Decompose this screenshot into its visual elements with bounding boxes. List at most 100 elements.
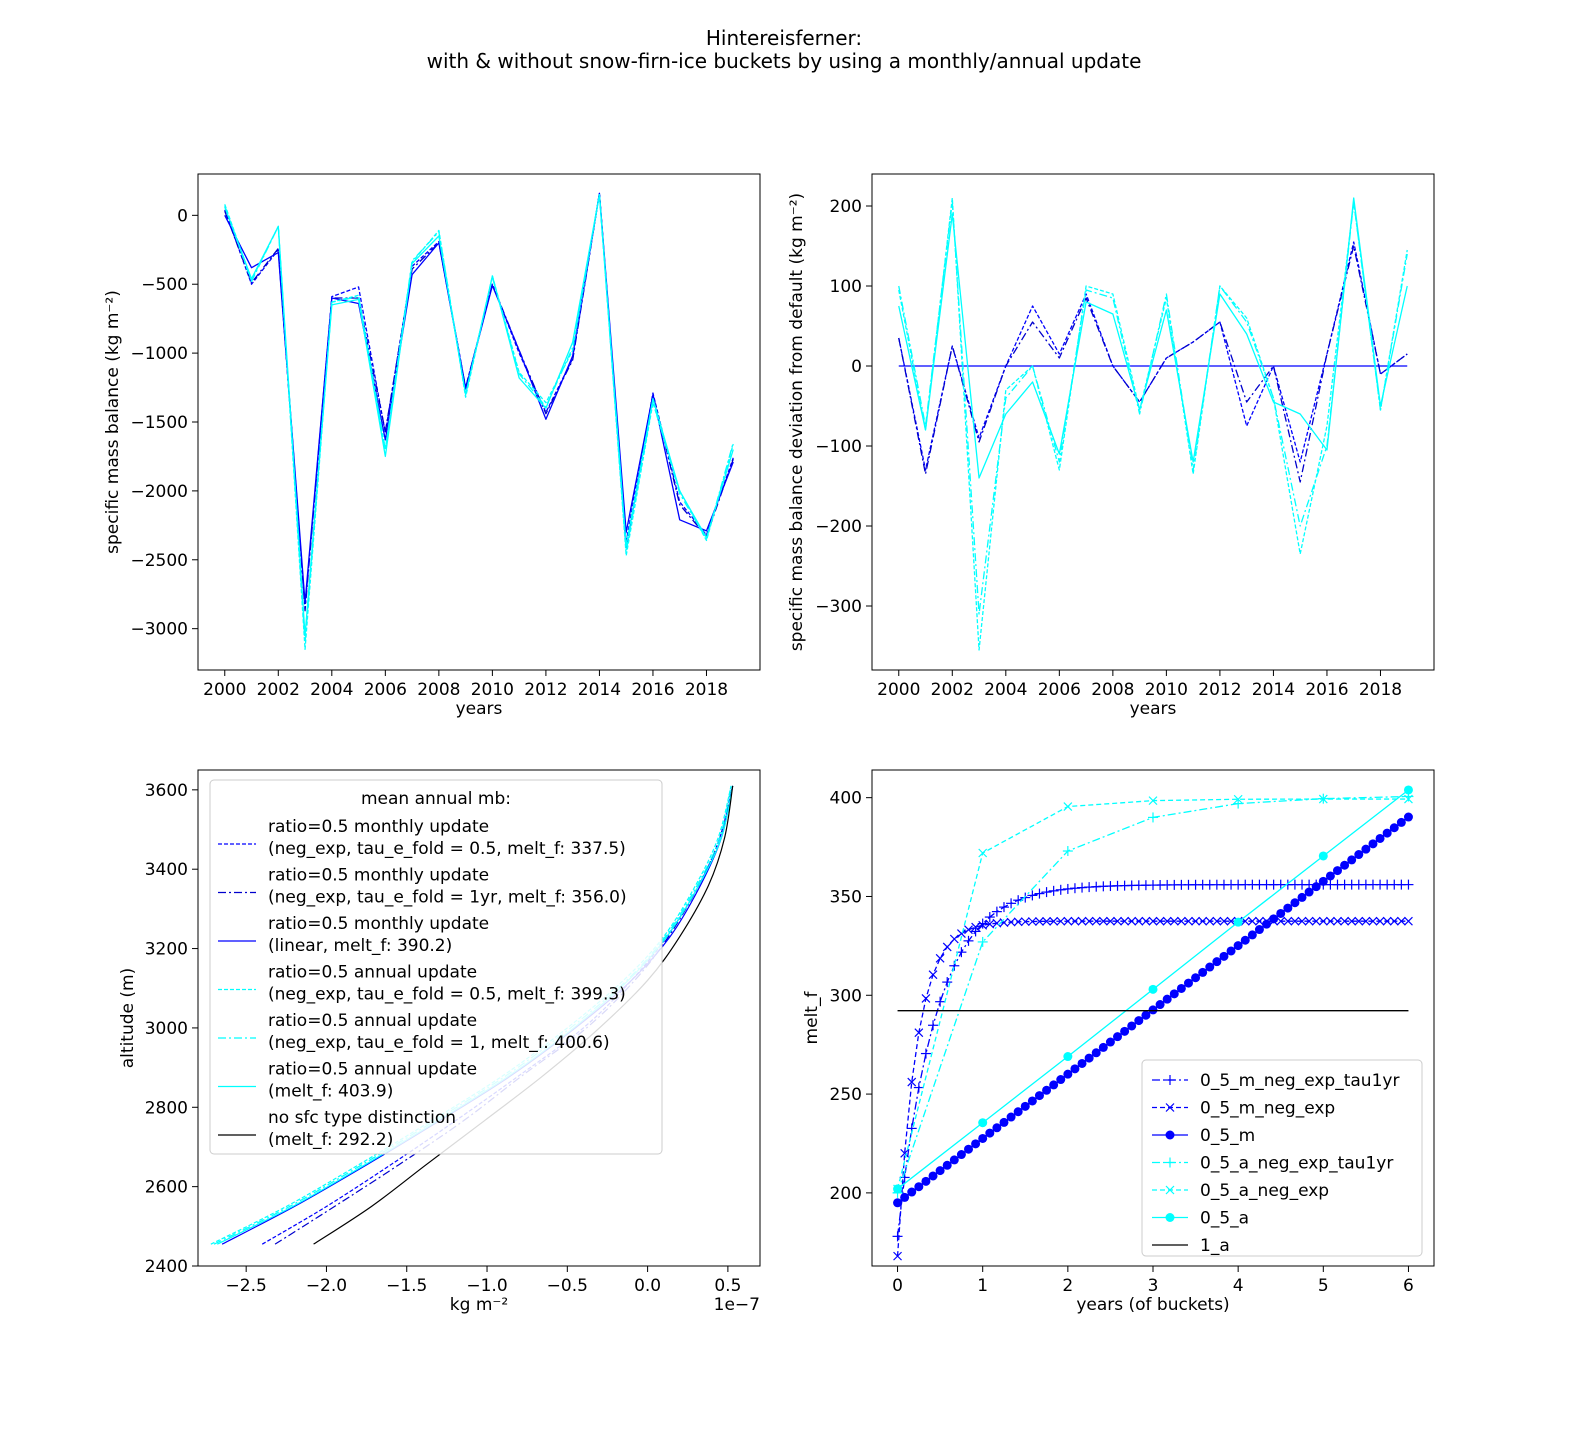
bucket-marker — [907, 1077, 917, 1087]
y-tick-label: −500 — [141, 275, 188, 295]
x-tick-label: −1.5 — [386, 1276, 427, 1296]
x-tick-label: −0.5 — [547, 1276, 588, 1296]
bucket-marker — [985, 1128, 995, 1138]
bucket-marker — [1155, 916, 1165, 926]
bucket-marker — [1361, 916, 1371, 926]
legend-entry: 0_5_a — [1200, 1209, 1249, 1229]
legend-entry-line2: (melt_f: 292.2) — [268, 1130, 393, 1150]
bucket-marker — [1347, 916, 1357, 926]
y-axis-label: altitude (m) — [118, 968, 138, 1068]
bucket-marker — [1311, 916, 1321, 926]
bucket-marker — [1254, 925, 1264, 935]
bucket-marker — [978, 1133, 988, 1143]
y-tick-label: −1000 — [130, 344, 188, 364]
bucket-marker — [1013, 1107, 1023, 1117]
bucket-marker — [1375, 833, 1385, 843]
bucket-marker — [1148, 1005, 1158, 1015]
x-tick-label: 2000 — [203, 680, 246, 700]
bucket-marker — [1042, 1085, 1052, 1095]
bucket-marker — [1077, 916, 1087, 926]
legend-entry: 0_5_a_neg_exp_tau1yr — [1200, 1154, 1393, 1174]
bucket-marker — [1035, 916, 1044, 926]
x-tick-label: 3 — [1148, 1276, 1159, 1296]
x-tick-label: 2004 — [310, 680, 353, 700]
bucket-marker — [1141, 916, 1151, 926]
x-tick-label: 2006 — [364, 680, 407, 700]
y-tick-label: −2000 — [130, 482, 188, 502]
bucket-marker — [1063, 802, 1073, 811]
x-tick-label: −1.0 — [466, 1276, 507, 1296]
bucket-marker — [1105, 1037, 1115, 1047]
legend-entry: 0_5_m_neg_exp_tau1yr — [1200, 1071, 1399, 1091]
bucket-marker — [1184, 916, 1193, 926]
y-tick-label: 3200 — [145, 940, 188, 960]
bucket-marker — [893, 1251, 902, 1261]
bucket-marker — [1325, 916, 1335, 926]
bucket-marker — [1027, 917, 1037, 926]
x-tick-label: 2014 — [578, 680, 621, 700]
y-tick-label: 2800 — [145, 1098, 188, 1118]
legend-entry-line1: ratio=0.5 monthly update — [268, 817, 489, 837]
bucket-marker — [1226, 916, 1236, 926]
bucket-marker — [1240, 916, 1250, 926]
legend-title: mean annual mb: — [361, 789, 511, 809]
bucket-marker — [1347, 855, 1357, 865]
bucket-marker — [1006, 1112, 1016, 1122]
bucket-marker — [1120, 916, 1130, 926]
bucket-marker — [907, 1187, 917, 1197]
bucket-marker — [1127, 1021, 1137, 1031]
bucket-marker — [1084, 1053, 1094, 1063]
bucket-marker — [1247, 930, 1257, 940]
bucket-marker — [1368, 916, 1378, 926]
x-tick-label: 2008 — [417, 680, 460, 700]
x-tick-label: 2016 — [1305, 680, 1348, 700]
axes-frame — [197, 769, 761, 1267]
x-tick-label: 2002 — [257, 680, 300, 700]
legend-entry-line2: (linear, melt_f: 390.2) — [268, 936, 452, 956]
bucket-marker — [1276, 908, 1286, 918]
bucket-marker — [1084, 916, 1094, 926]
bucket-marker — [1255, 916, 1264, 926]
bucket-marker — [964, 1144, 974, 1154]
bucket-marker — [1134, 916, 1144, 926]
x-tick-label: 2010 — [471, 680, 514, 700]
y-tick-label: 0 — [851, 357, 862, 377]
bucket-marker — [1233, 917, 1243, 927]
y-tick-label: 2400 — [145, 1257, 188, 1277]
legend-entry-line1: no sfc type distinction — [268, 1108, 456, 1128]
bucket-marker — [949, 1155, 959, 1165]
bucket-marker — [1212, 916, 1222, 926]
bucket-marker — [1063, 916, 1073, 926]
bucket-marker — [1361, 844, 1371, 854]
bucket-marker — [1169, 916, 1179, 926]
bucket-marker — [1290, 898, 1300, 908]
legend-entry-line1: ratio=0.5 monthly update — [268, 914, 489, 934]
bucket-marker — [1034, 1091, 1044, 1101]
bucket-marker — [1113, 916, 1122, 926]
y-tick-label: 300 — [830, 986, 862, 1006]
panel-mb-profile: −2.5 −2.0 −1.5 −1.0 −0.5 0.0 0.5 2400 2600 2800 30… — [118, 769, 761, 1315]
bucket-marker — [1148, 796, 1158, 806]
bucket-marker — [1027, 1096, 1037, 1106]
x-axis-label: kg m⁻² — [450, 1295, 508, 1315]
bucket-marker — [1070, 916, 1080, 926]
panel-melt-f-buckets: 0 1 2 3 4 5 6 200 250 300 350 400 years (of buckets)… — [802, 769, 1435, 1315]
bucket-marker — [900, 1192, 910, 1202]
bucket-marker — [1404, 916, 1413, 926]
legend-marker — [1165, 1130, 1175, 1140]
legend-entry-line1: ratio=0.5 monthly update — [268, 866, 489, 886]
x-tick-label: −2.5 — [226, 1276, 267, 1296]
y-tick-label: −300 — [815, 597, 862, 617]
x-tick-label: 4 — [1233, 1276, 1244, 1296]
x-tick-label: 1 — [977, 1276, 988, 1296]
x-tick-label: 2010 — [1145, 680, 1188, 700]
y-tick-label: −200 — [815, 517, 862, 537]
x-axis-label: years — [1130, 699, 1177, 719]
bucket-marker — [992, 918, 1002, 928]
bucket-marker — [914, 1182, 924, 1192]
x-tick-label: 2 — [1062, 1276, 1073, 1296]
figure-title-line1: Hintereisferner: — [706, 26, 862, 50]
legend-marker — [1165, 1185, 1175, 1195]
legend-entry: 0_5_m — [1200, 1126, 1255, 1146]
bucket-marker — [1332, 866, 1342, 876]
